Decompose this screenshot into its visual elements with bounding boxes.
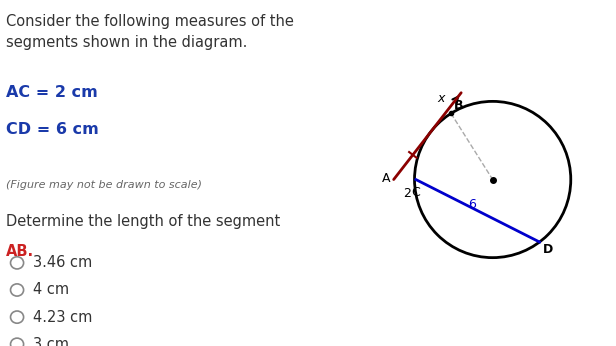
Text: AC = 2 cm: AC = 2 cm: [6, 85, 98, 100]
Text: 2: 2: [403, 187, 411, 200]
Text: x: x: [437, 92, 444, 105]
Text: 4.23 cm: 4.23 cm: [33, 310, 93, 325]
Text: Determine the length of the segment: Determine the length of the segment: [6, 214, 280, 229]
Text: AB.: AB.: [6, 244, 34, 259]
Text: 4 cm: 4 cm: [33, 282, 70, 298]
Text: D: D: [543, 243, 553, 256]
Text: 6: 6: [469, 198, 476, 211]
Text: 3 cm: 3 cm: [33, 337, 70, 346]
Text: C: C: [411, 186, 420, 199]
Text: Consider the following measures of the
segments shown in the diagram.: Consider the following measures of the s…: [6, 13, 294, 49]
Text: (Figure may not be drawn to scale): (Figure may not be drawn to scale): [6, 180, 202, 190]
Text: B: B: [454, 99, 464, 112]
Text: A: A: [382, 172, 391, 185]
Text: 3.46 cm: 3.46 cm: [33, 255, 92, 270]
Text: CD = 6 cm: CD = 6 cm: [6, 122, 99, 137]
